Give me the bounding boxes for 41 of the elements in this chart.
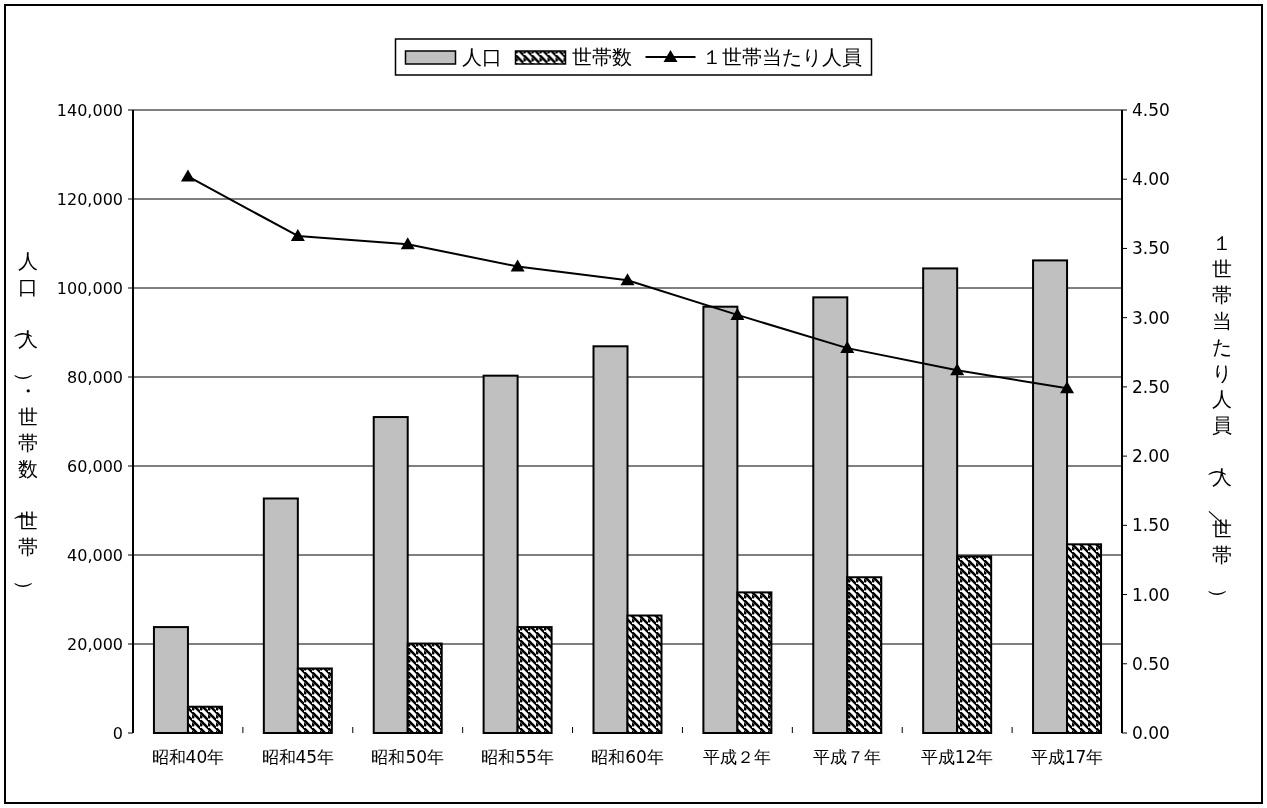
y-tick-label: 20,000	[67, 635, 123, 654]
x-tick-label: 昭和40年	[151, 747, 225, 767]
y2-tick-label: 0.50	[1132, 653, 1170, 674]
point	[1060, 381, 1075, 394]
y2-tick-label: 1.00	[1132, 584, 1170, 605]
text: 人口（人）・世帯数（世帯）	[13, 248, 38, 600]
y2-tick-label: 3.00	[1132, 307, 1170, 328]
point	[180, 169, 195, 182]
legend-label: 世帯数	[571, 45, 632, 69]
y2-tick-label: 2.00	[1132, 446, 1170, 467]
y2-tick-label: 4.50	[1132, 100, 1170, 120]
point	[620, 273, 635, 286]
x-tick-label: 昭和45年	[261, 747, 335, 767]
x-tick-label: 平成17年	[1030, 747, 1104, 767]
text: １世帯当たり人員（人／世帯）	[1207, 230, 1232, 608]
y-tick-label: 40,000	[67, 546, 123, 565]
y-tick-label: 0	[112, 724, 123, 743]
legend-label: １世帯当たり人員	[701, 45, 862, 69]
x-tick-label: 平成12年	[920, 747, 994, 767]
x-tick-label: 昭和50年	[371, 747, 445, 767]
y-tick-label: 140,000	[56, 101, 123, 120]
point	[400, 237, 415, 250]
point	[950, 363, 965, 376]
y-tick-label: 100,000	[56, 279, 123, 298]
y2-tick-label: 2.50	[1132, 376, 1170, 397]
point	[840, 341, 855, 354]
y2-tick-label: 0.00	[1132, 723, 1170, 743]
x-tick-label: 平成７年	[813, 747, 882, 767]
y-tick-label: 120,000	[56, 190, 123, 209]
point	[730, 307, 745, 320]
legend-label: 人口	[461, 45, 502, 69]
y2-tick-label: 1.50	[1132, 515, 1170, 536]
y2-tick-label: 4.00	[1132, 169, 1170, 190]
y-tick-label: 80,000	[67, 368, 123, 387]
point	[510, 259, 525, 272]
x-tick-label: 昭和55年	[481, 747, 554, 767]
x-tick-label: 昭和60年	[591, 747, 664, 767]
y-tick-label: 60,000	[67, 457, 123, 476]
y2-tick-label: 3.50	[1132, 238, 1170, 259]
x-tick-label: 平成２年	[703, 747, 772, 767]
point	[290, 228, 305, 241]
